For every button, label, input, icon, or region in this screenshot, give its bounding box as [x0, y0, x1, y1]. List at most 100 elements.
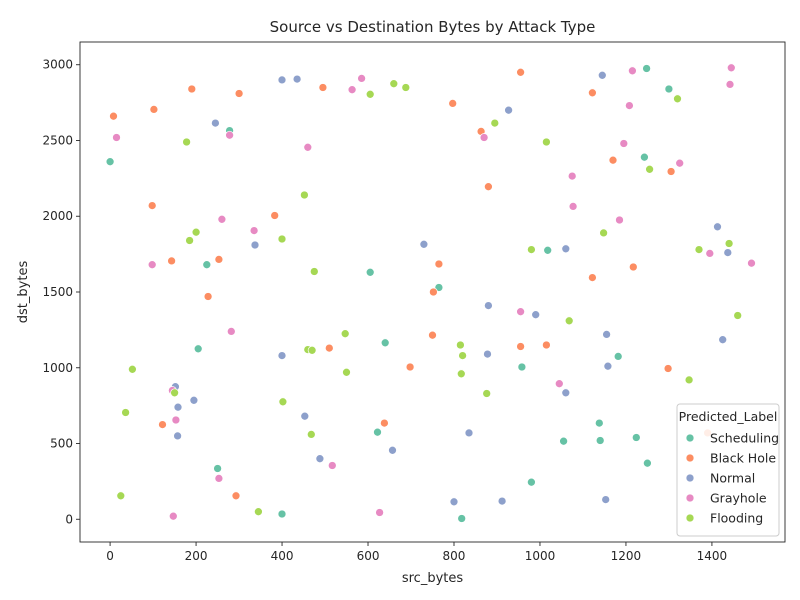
data-point — [116, 491, 126, 501]
legend-entry: Scheduling — [685, 431, 779, 446]
data-point — [277, 509, 287, 519]
data-point — [128, 364, 137, 374]
data-point — [357, 74, 366, 83]
legend-label: Black Hole — [710, 451, 776, 466]
legend-entry: Black Hole — [685, 451, 776, 466]
data-point — [568, 202, 578, 211]
data-point — [705, 249, 715, 258]
data-point — [405, 362, 415, 372]
x-tick-label: 0 — [106, 549, 114, 563]
legend-entry: Grayhole — [685, 491, 767, 506]
data-point — [112, 133, 121, 142]
data-point — [375, 508, 384, 517]
data-point — [380, 418, 389, 428]
legend-marker — [685, 453, 695, 463]
data-point — [542, 340, 551, 350]
data-point — [608, 155, 618, 165]
data-point — [203, 292, 213, 301]
legend-entry: Normal — [685, 471, 755, 486]
data-point — [602, 330, 611, 339]
data-point — [724, 239, 734, 248]
data-point — [202, 260, 212, 270]
data-point — [527, 245, 536, 254]
data-point — [173, 431, 182, 441]
data-point — [373, 427, 382, 437]
data-point — [173, 402, 183, 412]
legend: Predicted_Label Scheduling Black Hole Norm… — [676, 403, 780, 537]
data-point — [428, 330, 437, 340]
data-point — [278, 397, 288, 407]
data-point — [457, 514, 467, 523]
data-point — [389, 79, 399, 89]
legend-marker — [685, 433, 695, 443]
data-point — [631, 433, 641, 442]
data-point — [640, 152, 649, 162]
data-point — [170, 388, 179, 398]
data-point — [191, 227, 201, 237]
data-point — [193, 344, 203, 354]
y-axis-label: dst_bytes — [16, 261, 31, 324]
data-point — [147, 260, 157, 270]
x-tick-label: 1200 — [611, 549, 642, 563]
data-point — [464, 428, 474, 438]
data-point — [307, 345, 317, 355]
data-point — [189, 395, 199, 405]
data-point — [599, 228, 608, 238]
data-point — [497, 496, 507, 506]
x-axis-label: src_bytes — [402, 571, 464, 586]
data-point — [483, 349, 492, 359]
data-point — [516, 67, 525, 77]
legend-marker — [685, 493, 695, 503]
data-point — [588, 88, 597, 98]
y-tick-label: 1000 — [42, 361, 73, 375]
data-point — [458, 351, 467, 360]
x-axis: 0 200 400 600 800 1000 1200 1400 — [106, 542, 727, 563]
data-point — [167, 256, 176, 266]
data-point — [625, 101, 634, 110]
data-point — [642, 64, 651, 73]
legend-label: Scheduling — [710, 431, 779, 446]
data-point — [628, 66, 637, 76]
y-tick-label: 2000 — [42, 209, 73, 223]
data-point — [340, 329, 350, 339]
data-point — [231, 491, 241, 501]
data-point — [567, 171, 577, 181]
y-tick-label: 0 — [65, 512, 73, 526]
data-point — [171, 415, 181, 425]
x-tick-label: 800 — [443, 549, 466, 563]
data-point — [449, 497, 459, 507]
data-point — [643, 458, 652, 468]
data-point — [597, 70, 607, 80]
data-point — [484, 182, 493, 192]
data-point — [226, 327, 236, 336]
data-point — [588, 273, 597, 282]
data-point — [490, 118, 500, 128]
y-tick-label: 1500 — [42, 285, 73, 299]
data-point — [214, 255, 224, 264]
data-point — [300, 190, 309, 200]
data-point — [277, 234, 287, 244]
x-tick-label: 200 — [185, 549, 208, 563]
data-point — [225, 130, 234, 140]
x-tick-label: 1000 — [525, 549, 556, 563]
data-point — [615, 215, 624, 225]
x-tick-label: 600 — [357, 549, 380, 563]
data-point — [327, 461, 337, 470]
data-point — [434, 259, 444, 269]
data-point — [365, 89, 375, 99]
data-point — [277, 75, 287, 85]
legend-title: Predicted_Label — [679, 409, 778, 424]
data-point — [531, 310, 541, 320]
data-point — [726, 63, 736, 73]
data-point — [527, 477, 536, 487]
series-black-hole — [109, 67, 712, 501]
series-scheduling — [105, 64, 674, 523]
data-point — [456, 340, 465, 350]
legend-label: Normal — [710, 471, 755, 486]
data-point — [718, 335, 728, 345]
data-point — [561, 388, 571, 398]
chart-title: Source vs Destination Bytes by Attack Ty… — [270, 18, 596, 36]
data-point — [666, 167, 676, 176]
